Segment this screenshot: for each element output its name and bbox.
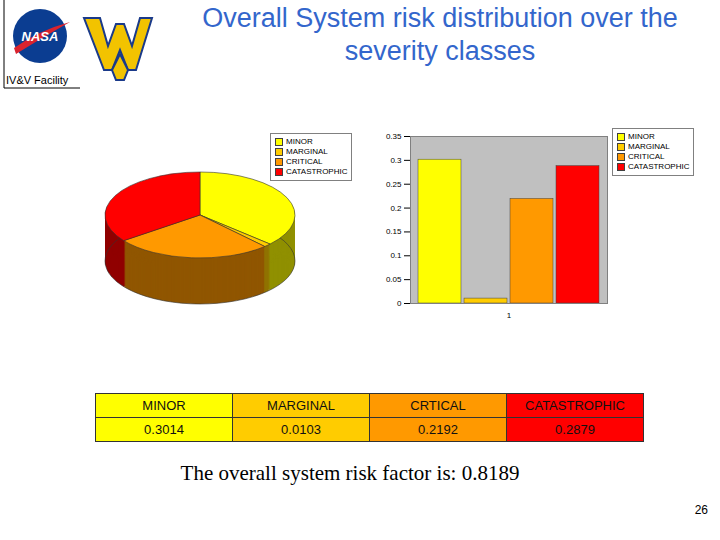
html-text:MINOR: MINOR: [142, 398, 186, 413]
html-text:MARGINAL: MARGINAL: [628, 142, 670, 151]
svg-text:0.2: 0.2: [390, 204, 402, 213]
html-text:CATASTROPHIC: CATASTROPHIC: [525, 398, 625, 413]
svg-text:0.3: 0.3: [390, 156, 402, 165]
html-text:26: 26: [694, 503, 708, 517]
svg-text:0.15: 0.15: [386, 227, 402, 236]
html-text:0.3014: 0.3014: [144, 422, 184, 437]
html-text:0.2879: 0.2879: [555, 422, 595, 437]
html-text:MARGINAL: MARGINAL: [267, 398, 335, 413]
html-text:MINOR: MINOR: [628, 132, 655, 141]
svg-text:IV&V Facility: IV&V Facility: [6, 74, 69, 86]
svg-text:0: 0: [397, 299, 402, 308]
html-text:CRITICAL: CRITICAL: [628, 152, 665, 161]
html-text:CRTICAL: CRTICAL: [410, 398, 466, 413]
html-text:The overall system risk factor: The overall system risk factor is: 0.818…: [180, 461, 520, 485]
svg-text:1: 1: [507, 311, 512, 320]
html-text:0.2192: 0.2192: [418, 422, 458, 437]
svg-text:NASA: NASA: [22, 29, 59, 44]
html-text:CRITICAL: CRITICAL: [286, 157, 323, 166]
html-text:CATASTROPHIC: CATASTROPHIC: [628, 162, 690, 171]
html-text:MARGINAL: MARGINAL: [286, 147, 328, 156]
html-text:0.0103: 0.0103: [281, 422, 321, 437]
html-text:CATASTROPHIC: CATASTROPHIC: [286, 167, 348, 176]
svg-text:0.05: 0.05: [386, 275, 402, 284]
html-text:Overall System risk distributi: Overall System risk distribution over th…: [202, 3, 678, 66]
html-text:MINOR: MINOR: [286, 137, 313, 146]
svg-text:0.35: 0.35: [386, 132, 402, 141]
svg-text:0.25: 0.25: [386, 180, 402, 189]
svg-text:0.1: 0.1: [390, 251, 402, 260]
